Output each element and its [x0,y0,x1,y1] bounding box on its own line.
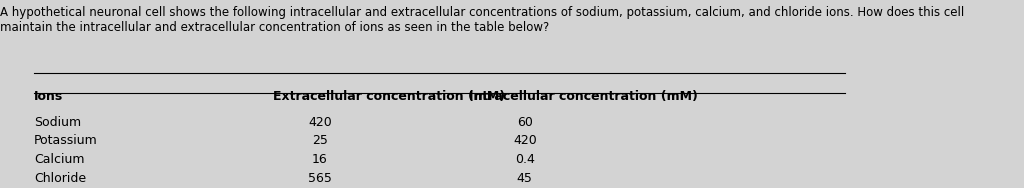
Text: 16: 16 [312,153,328,166]
Text: Chloride: Chloride [34,172,86,185]
Text: Calcium: Calcium [34,153,85,166]
Text: 420: 420 [308,116,332,129]
Text: 565: 565 [308,172,332,185]
Text: 60: 60 [517,116,532,129]
Text: 0.4: 0.4 [515,153,535,166]
Text: 420: 420 [513,134,537,147]
Text: Intracellular concentration (mM): Intracellular concentration (mM) [469,89,698,103]
Text: Ions: Ions [34,89,63,103]
Text: Sodium: Sodium [34,116,81,129]
Text: 45: 45 [517,172,532,185]
Text: Extracellular concentration (mM): Extracellular concentration (mM) [273,89,505,103]
Text: Potassium: Potassium [34,134,98,147]
Text: A hypothetical neuronal cell shows the following intracellular and extracellular: A hypothetical neuronal cell shows the f… [0,6,965,34]
Text: 25: 25 [312,134,328,147]
